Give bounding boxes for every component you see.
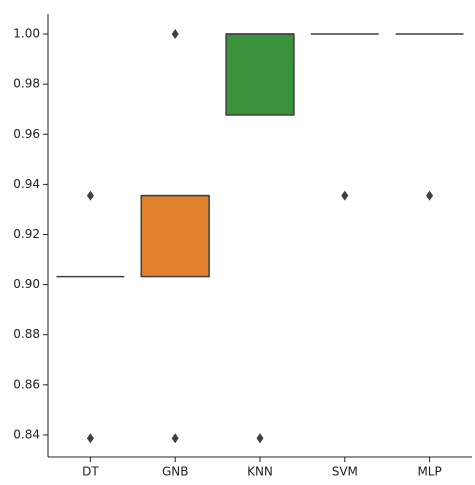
y-tick-label: 0.96	[13, 127, 40, 141]
y-tick-label: 0.84	[13, 427, 40, 441]
y-tick-label: 0.92	[13, 227, 40, 241]
x-tick-label: KNN	[247, 465, 273, 479]
outlier	[426, 190, 434, 201]
box	[140, 194, 210, 278]
y-tick-label: 0.86	[13, 377, 40, 391]
y-tick-label: 0.88	[13, 327, 40, 341]
y-tick-label: 0.98	[13, 77, 40, 91]
y-tick-label: 1.00	[13, 27, 40, 41]
y-tick-label: 0.94	[13, 177, 40, 191]
x-tick-label: DT	[82, 465, 99, 479]
outlier	[171, 433, 179, 444]
outlier	[86, 190, 94, 201]
outlier	[171, 29, 179, 40]
outlier	[86, 433, 94, 444]
y-tick-label: 0.90	[13, 277, 40, 291]
box	[225, 33, 295, 116]
x-tick-label: MLP	[417, 465, 441, 479]
outlier	[256, 433, 264, 444]
x-tick-label: SVM	[332, 465, 358, 479]
x-tick-label: GNB	[162, 465, 189, 479]
outlier	[341, 190, 349, 201]
